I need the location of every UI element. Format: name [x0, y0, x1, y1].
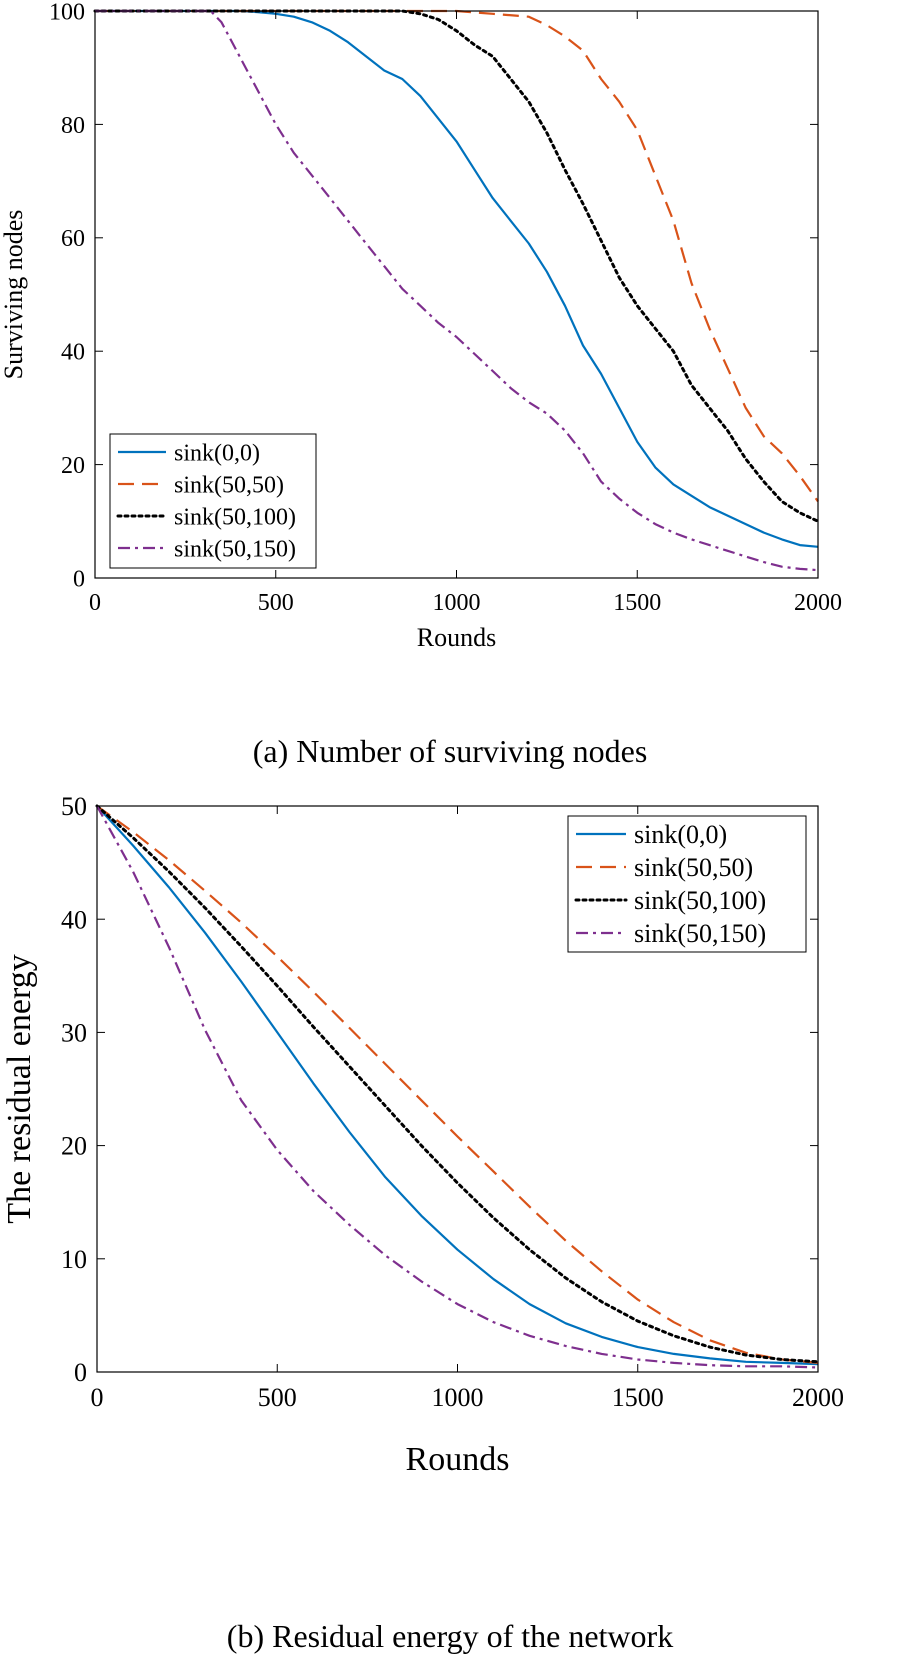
y-tick-label: 0 [74, 1358, 87, 1387]
chart-a: 0 500 1000 1500 2000 0 20 40 60 80 100 Rounds Surviv… [0, 0, 842, 652]
x-axis-label: Rounds [406, 1441, 510, 1478]
y-tick-label: 40 [61, 905, 87, 934]
x-axis-label: Rounds [417, 623, 496, 652]
y-axis-label: Surviving nodes [0, 210, 28, 380]
x-tick-label: 2000 [792, 1383, 844, 1412]
y-tick-label: 10 [61, 1245, 87, 1274]
series-line-1 [96, 805, 819, 1364]
y-tick-label: 40 [61, 340, 85, 366]
x-tick-label: 0 [91, 1383, 104, 1412]
legend-label-3: sink(50,150) [634, 919, 766, 948]
y-tick-label: 20 [61, 1132, 87, 1161]
caption-a: (a) Number of surviving nodes [252, 733, 648, 769]
legend-label-2: sink(50,100) [634, 886, 766, 915]
x-tick-label: 2000 [794, 590, 842, 616]
y-axis-label: The residual energy [1, 954, 38, 1223]
x-tick-label: 1000 [432, 1383, 484, 1412]
y-tick-label: 80 [61, 113, 85, 139]
series-line-0 [95, 9, 819, 548]
legend-label-0: sink(0,0) [634, 820, 727, 849]
y-tick-label: 100 [49, 0, 85, 25]
legend-label-1: sink(50,50) [634, 853, 753, 882]
series-line-2 [93, 9, 820, 523]
legend: sink(0,0) sink(50,50) sink(50,100) sink(50,… [567, 815, 807, 953]
y-tick-label: 50 [61, 792, 87, 821]
legend-label-2: sink(50,100) [174, 504, 296, 530]
x-tick-label: 500 [258, 1383, 297, 1412]
y-tick-label: 30 [61, 1019, 87, 1048]
series-line-1 [95, 9, 819, 503]
x-tick-label: 1500 [613, 590, 661, 616]
caption-b: (b) Residual energy of the network [226, 1618, 674, 1654]
legend-box [567, 815, 807, 953]
x-tick-label: 1000 [433, 590, 481, 616]
legend-label-0: sink(0,0) [174, 440, 260, 466]
series-line-3 [96, 805, 819, 1369]
y-tick-label: 0 [73, 566, 85, 592]
legend-label-3: sink(50,150) [174, 536, 296, 562]
legend-label-1: sink(50,50) [174, 472, 284, 498]
chart-b: 0 500 1000 1500 2000 0 10 20 30 40 50 Rounds The res… [1, 792, 844, 1478]
y-tick-label: 20 [61, 453, 85, 479]
x-tick-label: 0 [89, 590, 101, 616]
x-tick-label: 500 [258, 590, 294, 616]
x-tick-label: 1500 [612, 1383, 664, 1412]
legend-box [109, 433, 317, 569]
series-line-2 [95, 804, 820, 1364]
legend: sink(0,0) sink(50,50) sink(50,100) sink(50,… [109, 433, 317, 569]
series-line-0 [96, 805, 819, 1366]
y-tick-label: 60 [61, 226, 85, 252]
